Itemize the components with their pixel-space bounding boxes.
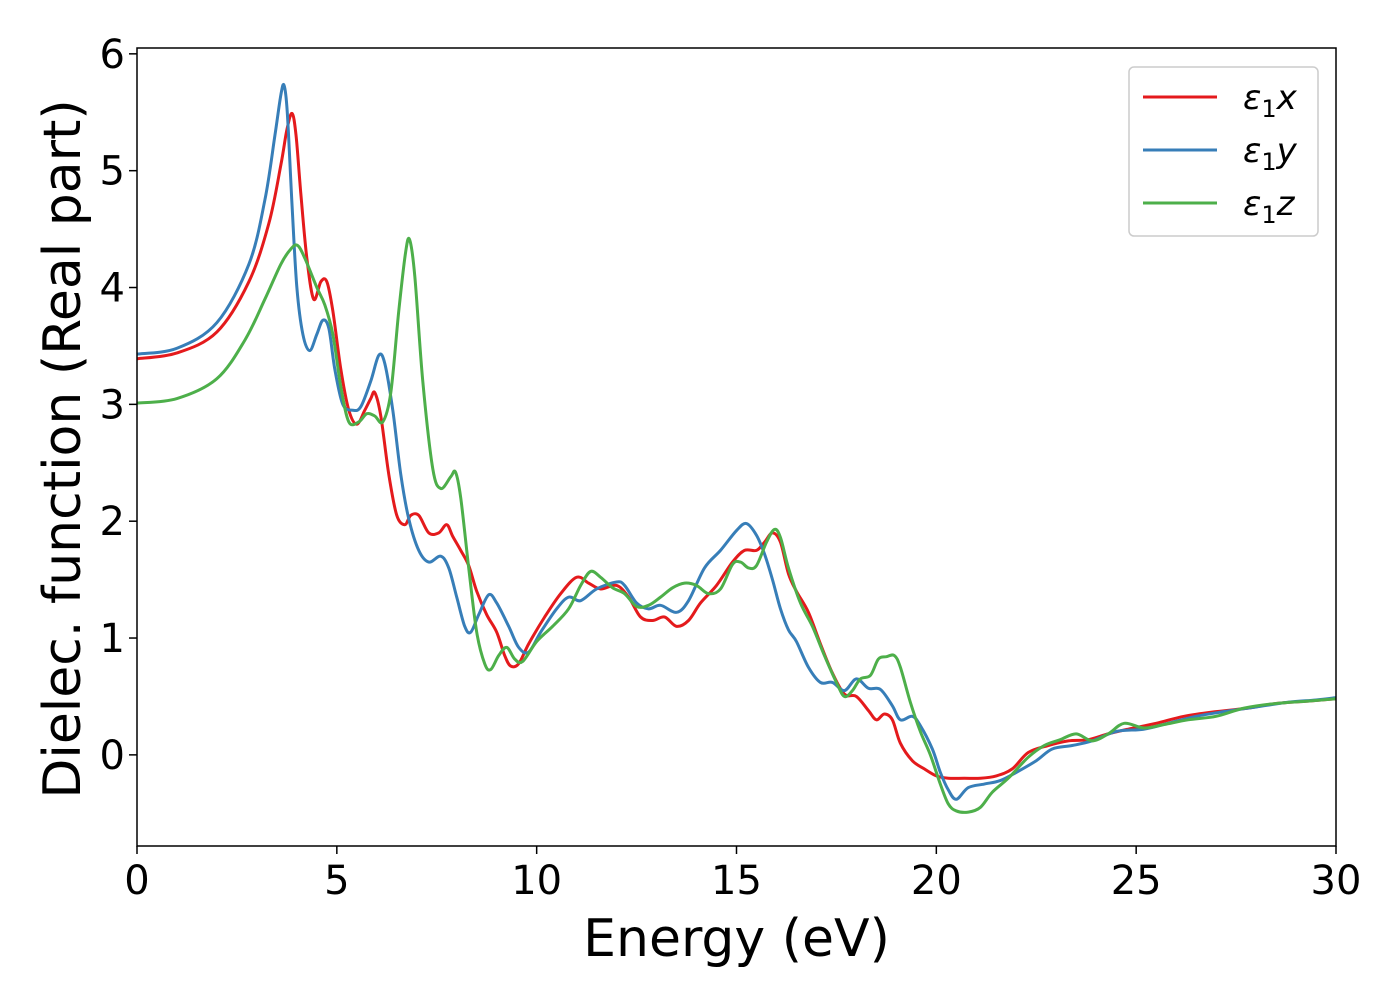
y-tick-label: 2 bbox=[100, 499, 125, 545]
series-line-y bbox=[137, 82, 1336, 801]
y-tick-label: 5 bbox=[100, 149, 125, 195]
y-axis-ticks: 0 1 2 3 4 5 6 bbox=[100, 32, 137, 779]
x-tick-label: 30 bbox=[1311, 858, 1362, 904]
legend-label-x: ε1x bbox=[1243, 78, 1298, 123]
x-tick-label: 10 bbox=[511, 858, 562, 904]
y-axis-label: Dielec. function (Real part) bbox=[33, 99, 93, 798]
series-line-z bbox=[137, 236, 1336, 814]
y-tick-label: 3 bbox=[100, 382, 125, 428]
x-tick-label: 0 bbox=[124, 858, 149, 904]
y-tick-label: 4 bbox=[100, 266, 125, 312]
legend: ε1x ε1y ε1z bbox=[1128, 66, 1319, 237]
x-tick-label: 15 bbox=[711, 858, 762, 904]
y-tick-label: 1 bbox=[100, 616, 125, 662]
y-tick-label: 6 bbox=[100, 32, 125, 78]
x-axis-label: Energy (eV) bbox=[583, 909, 890, 969]
x-tick-label: 25 bbox=[1111, 858, 1162, 904]
legend-label-y: ε1y bbox=[1243, 131, 1298, 176]
x-axis-ticks: 0 5 10 15 20 25 30 bbox=[124, 846, 1361, 904]
x-tick-label: 20 bbox=[911, 858, 962, 904]
legend-label-z: ε1z bbox=[1243, 184, 1296, 229]
legend-box bbox=[1128, 66, 1319, 237]
x-tick-label: 5 bbox=[324, 858, 349, 904]
y-tick-label: 0 bbox=[100, 733, 125, 779]
series-layer bbox=[137, 82, 1336, 814]
